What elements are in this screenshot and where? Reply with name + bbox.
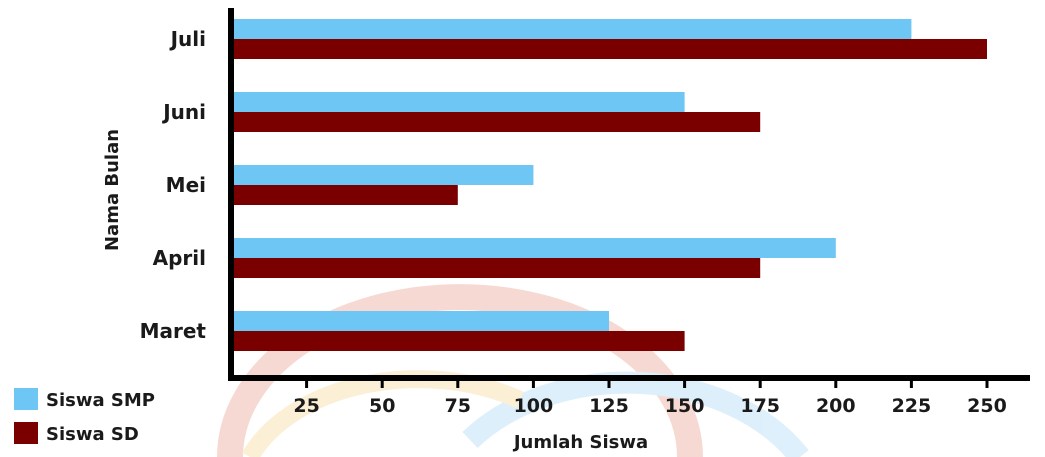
bar-siswa-sd-april (232, 258, 761, 278)
x-tick-label-200: 200 (816, 395, 856, 417)
category-label-juli: Juli (169, 27, 206, 51)
bar-siswa-smp-mei (232, 165, 534, 185)
x-axis-ticks: 25 50 75 100 125 150 175 200 225 250 (293, 378, 1007, 417)
bar-siswa-sd-juli (232, 39, 987, 59)
legend-label-siswa-sd: Siswa SD (46, 424, 139, 445)
watermark-logo (217, 284, 809, 457)
bar-siswa-sd-maret (232, 331, 685, 351)
x-tick-label-100: 100 (514, 395, 554, 417)
bar-siswa-smp-juni (232, 92, 685, 112)
bar-siswa-sd-mei (232, 185, 458, 205)
x-tick-label-25: 25 (293, 395, 319, 417)
x-tick-label-225: 225 (892, 395, 932, 417)
category-label-maret: Maret (140, 319, 207, 343)
legend-swatch-siswa-sd (14, 422, 38, 444)
bars (232, 19, 987, 351)
bar-siswa-smp-maret (232, 311, 609, 331)
category-label-mei: Mei (166, 173, 206, 197)
bar-siswa-smp-juli (232, 19, 912, 39)
x-axis-title: Jumlah Siswa (512, 432, 648, 453)
x-tick-label-50: 50 (369, 395, 395, 417)
legend: Siswa SMP Siswa SD (14, 388, 155, 445)
category-label-april: April (153, 246, 206, 270)
legend-label-siswa-smp: Siswa SMP (46, 390, 155, 411)
legend-swatch-siswa-smp (14, 388, 38, 410)
x-tick-label-150: 150 (665, 395, 705, 417)
x-tick-label-75: 75 (445, 395, 471, 417)
category-labels: Juli Juni Mei April Maret (140, 27, 207, 343)
x-tick-label-250: 250 (967, 395, 1007, 417)
x-tick-label-125: 125 (589, 395, 629, 417)
category-label-juni: Juni (161, 100, 206, 124)
bar-siswa-smp-april (232, 238, 836, 258)
y-axis-title: Nama Bulan (102, 129, 123, 251)
bar-siswa-sd-juni (232, 112, 761, 132)
x-tick-label-175: 175 (740, 395, 780, 417)
